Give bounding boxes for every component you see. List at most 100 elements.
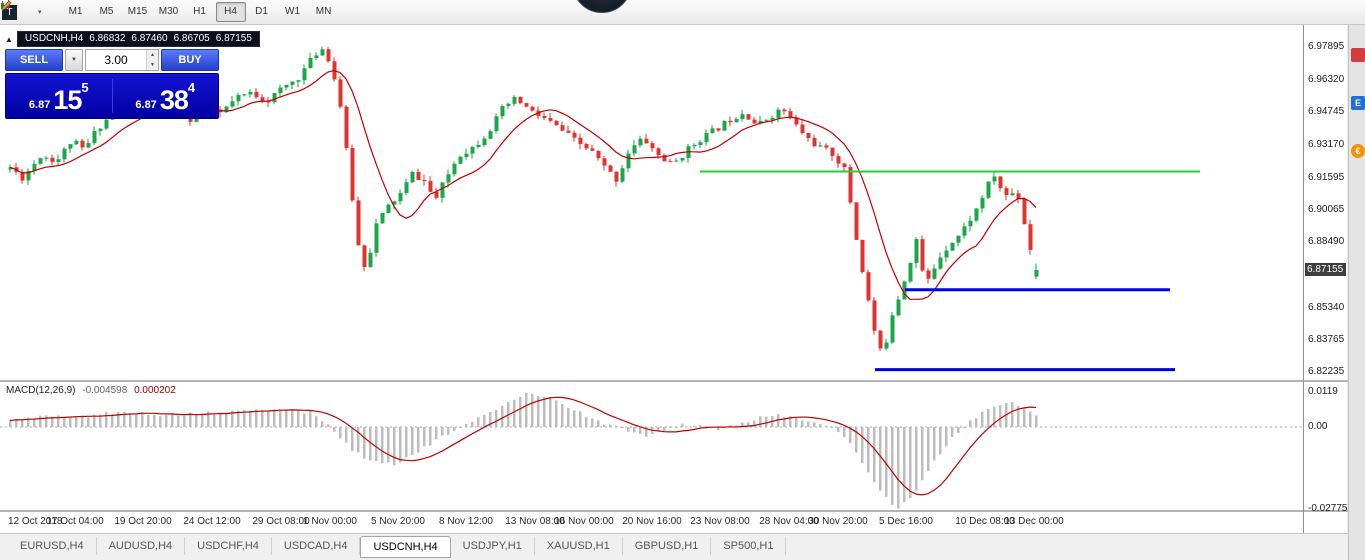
- time-axis-label: 30 Nov 20:00: [808, 516, 868, 527]
- symbol-tab-audusd[interactable]: AUDUSD,H4: [97, 537, 186, 555]
- macd-label: MACD(12,26,9) -0.004598 0.000202: [6, 385, 176, 396]
- buy-button[interactable]: BUY: [161, 49, 219, 71]
- price-axis-label: 6.94745: [1308, 106, 1345, 118]
- ohlc-strip-wrap: ▲ USDCNH,H4 6.86832 6.87460 6.86705 6.87…: [5, 31, 260, 47]
- spin-up-icon[interactable]: ▲: [150, 52, 155, 58]
- time-axis-label: 24 Oct 12:00: [183, 516, 241, 527]
- symbol-tab-usdchf[interactable]: USDCHF,H4: [185, 537, 272, 555]
- price-axis-label: 6.88490: [1308, 236, 1345, 248]
- symbol-tab-usdjpy[interactable]: USDJPY,H1: [451, 537, 535, 555]
- sell-price-big: 15: [53, 85, 82, 115]
- volume-input[interactable]: [86, 50, 158, 70]
- draw-tool-button[interactable]: ▾: [1, 0, 47, 23]
- price-axis-label: 6.96320: [1308, 73, 1345, 85]
- sell-button[interactable]: SELL: [5, 49, 63, 71]
- time-axis[interactable]: 12 Oct 2018 17 Oct 04:00 19 Oct 20:00 24 Oc…: [0, 512, 1303, 533]
- buy-price-prefix: 6.87: [135, 99, 157, 111]
- top-toolbar: T ▾ M1 M5 M15 M30 H1 H4 D1 W1 MN: [0, 0, 1365, 25]
- symbol-tab-eurusd[interactable]: EURUSD,H4: [8, 537, 97, 555]
- time-axis-label: 8 Nov 12:00: [439, 516, 493, 527]
- macd-value: -0.004598: [82, 385, 128, 396]
- volume-field: ▲ ▼: [85, 49, 159, 71]
- timeframe-button-d1[interactable]: D1: [255, 6, 268, 17]
- panel-splitter[interactable]: [0, 380, 1303, 382]
- buy-price-sup: 4: [187, 80, 196, 95]
- macd-canvas[interactable]: [0, 382, 1303, 510]
- time-axis-label: 5 Dec 16:00: [879, 516, 933, 527]
- time-axis-label: 5 Nov 20:00: [371, 516, 425, 527]
- timeframe-toolbar: M1 M5 M15 M30 H1 H4 D1 W1 MN: [61, 2, 339, 22]
- buy-quote[interactable]: 6.87 38 4: [113, 74, 219, 118]
- time-axis-label: 19 Oct 20:00: [114, 516, 172, 527]
- time-axis-label: 29 Oct 08:00: [252, 516, 310, 527]
- timeframe-button-m15[interactable]: M15: [127, 6, 148, 17]
- quote-divider: [111, 79, 113, 113]
- symbol-tab-usdcad[interactable]: USDCAD,H4: [272, 537, 361, 555]
- timeframe-button-w1[interactable]: W1: [285, 6, 301, 17]
- symbol-label: USDCNH,H4: [24, 33, 84, 44]
- time-axis-label: 16 Nov 00:00: [554, 516, 614, 527]
- ohlc-open: 6.86832: [89, 33, 126, 44]
- ohlc-low: 6.86705: [173, 33, 210, 44]
- time-axis-label: 1 Nov 00:00: [303, 516, 357, 527]
- sell-price-prefix: 6.87: [28, 99, 51, 111]
- side-strip: E €: [1348, 0, 1365, 560]
- timeframe-button-h1[interactable]: H1: [193, 6, 206, 17]
- time-axis-label: 12 Oct 2018: [8, 516, 63, 527]
- dock-icon-e[interactable]: E: [1351, 96, 1365, 110]
- timeframe-button-m30[interactable]: M30: [158, 6, 179, 17]
- quote-panel: 6.87 15 5 6.87 38 4: [5, 73, 219, 119]
- expand-panel-icon[interactable]: ▲: [5, 34, 13, 44]
- sell-price-sup: 5: [81, 80, 89, 95]
- price-axis[interactable]: 6.97895 6.96320 6.94745 6.93170 6.91595 6.900…: [1303, 25, 1348, 533]
- panel-splitter-2[interactable]: [0, 510, 1303, 512]
- symbol-tab-sp500[interactable]: SP500,H1: [711, 537, 787, 555]
- time-axis-label: 13 Nov 08:00: [505, 516, 565, 527]
- price-axis-label: 6.83765: [1308, 334, 1345, 346]
- price-axis-label: 6.82235: [1308, 366, 1345, 377]
- axis-splitter-line: [1304, 380, 1348, 382]
- dock-icon-red[interactable]: [1351, 48, 1365, 62]
- ohlc-strip: USDCNH,H4 6.86832 6.87460 6.86705 6.8715…: [16, 31, 260, 47]
- volume-spinner[interactable]: ▲ ▼: [146, 50, 158, 70]
- dock-icon-euro[interactable]: €: [1351, 144, 1365, 158]
- chart-type-button[interactable]: [1, 0, 31, 23]
- ohlc-high: 6.87460: [131, 33, 168, 44]
- symbol-tab-gbpusd[interactable]: GBPUSD,H1: [623, 537, 712, 555]
- price-chart[interactable]: ▲ USDCNH,H4 6.86832 6.87460 6.86705 6.87…: [0, 25, 1303, 380]
- macd-axis-label: 0.0119: [1308, 386, 1338, 397]
- one-click-trading-panel: SELL ▼ ▲ ▼ BUY 6.87 15 5: [5, 49, 219, 119]
- price-axis-label: 6.91595: [1308, 171, 1345, 183]
- time-axis-label: 23 Nov 08:00: [690, 516, 750, 527]
- price-axis-label: 6.90065: [1308, 203, 1345, 215]
- price-axis-label: 6.97895: [1308, 41, 1345, 53]
- spin-down-icon[interactable]: ▼: [150, 62, 155, 68]
- current-price-tag: 6.87155: [1305, 262, 1346, 276]
- time-axis-label: 10 Dec 08:00: [955, 516, 1015, 527]
- price-axis-label: 6.85340: [1308, 301, 1345, 313]
- time-axis-label: 17 Oct 04:00: [46, 516, 104, 527]
- time-axis-label: 28 Nov 04:00: [759, 516, 819, 527]
- price-chart-canvas[interactable]: [0, 25, 1303, 380]
- symbol-tab-usdcnh[interactable]: USDCNH,H4: [360, 536, 451, 558]
- macd-panel[interactable]: MACD(12,26,9) -0.004598 0.000202: [0, 382, 1303, 510]
- macd-axis-label: -0.02775: [1308, 502, 1348, 514]
- ohlc-close: 6.87155: [215, 33, 252, 44]
- time-axis-label: 13 Dec 00:00: [1004, 516, 1064, 527]
- timeframe-button-mn[interactable]: MN: [315, 6, 332, 17]
- timeframe-button-h4[interactable]: H4: [215, 2, 246, 22]
- macd-axis-label: 0.00: [1308, 421, 1328, 433]
- time-axis-label: 20 Nov 16:00: [622, 516, 682, 527]
- price-axis-label: 6.93170: [1308, 139, 1345, 151]
- dropdown-caret-icon: ▾: [38, 9, 42, 16]
- symbol-tab-bar: EURUSD,H4 AUDUSD,H4 USDCHF,H4 USDCAD,H4 USDC…: [0, 533, 1348, 560]
- timeframe-button-m1[interactable]: M1: [68, 6, 83, 17]
- axis-splitter-line-2: [1304, 510, 1348, 512]
- sell-quote[interactable]: 6.87 15 5: [6, 74, 112, 118]
- macd-signal-value: 0.000202: [134, 385, 176, 396]
- buy-price-big: 38: [159, 85, 189, 115]
- macd-name: MACD(12,26,9): [6, 385, 76, 396]
- timeframe-button-m5[interactable]: M5: [99, 6, 114, 17]
- symbol-tab-xauusd[interactable]: XAUUSD,H1: [535, 537, 623, 555]
- volume-dropdown-icon[interactable]: ▼: [65, 49, 83, 71]
